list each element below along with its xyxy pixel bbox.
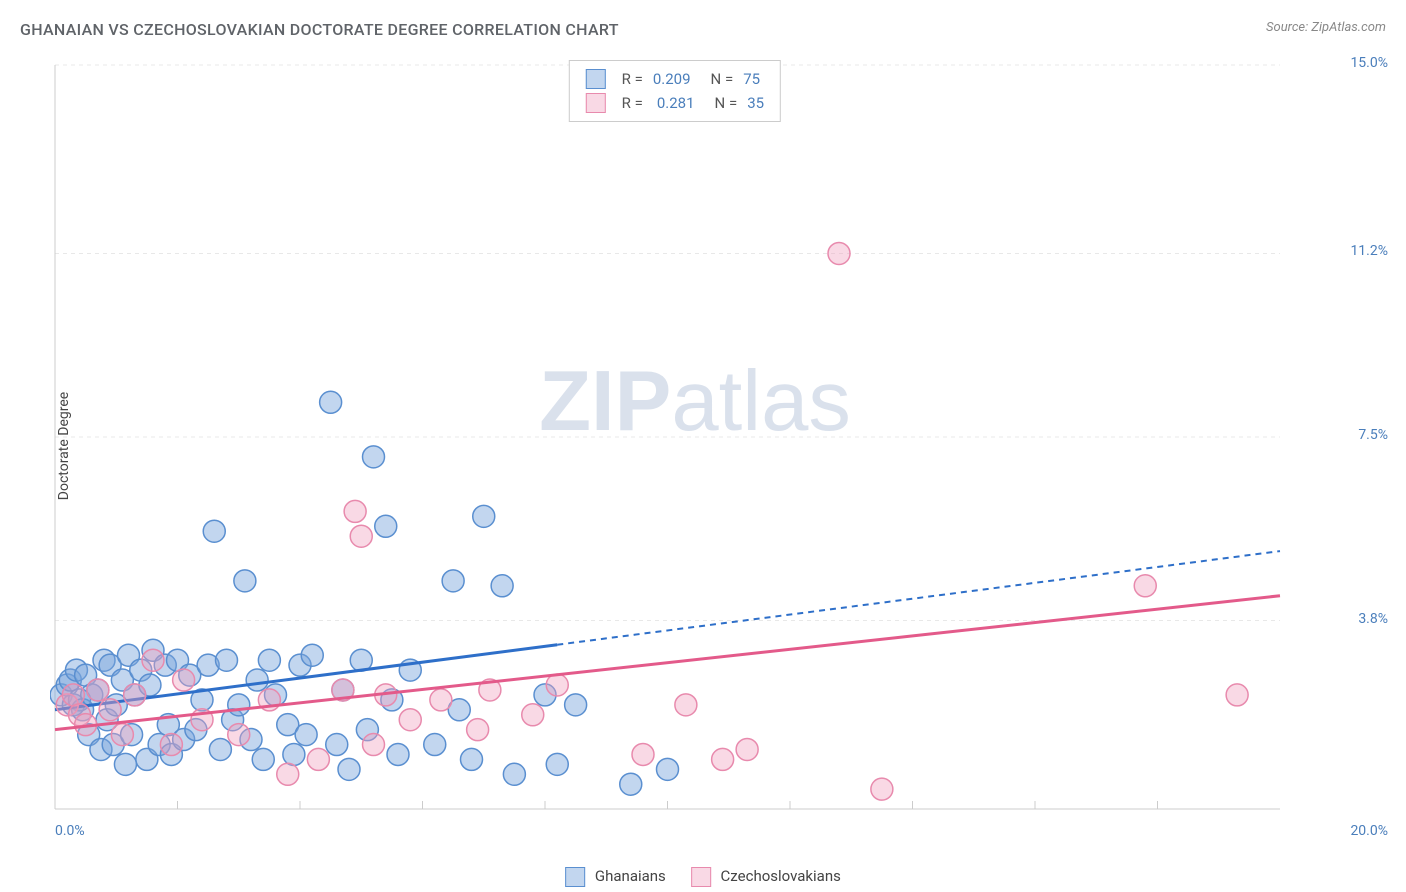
y-tick-label: 11.2% [1350, 243, 1388, 259]
legend-swatch [565, 867, 585, 887]
stat-r-value: 0.281 [657, 94, 695, 112]
chart-container: GHANAIAN VS CZECHOSLOVAKIAN DOCTORATE DE… [0, 0, 1406, 892]
legend-label: Czechoslovakians [721, 867, 841, 885]
stat-r-value: 0.209 [653, 70, 691, 88]
stat-n-value: 75 [743, 70, 760, 88]
stat-label: R = [622, 70, 643, 88]
y-tick-label: 7.5% [1358, 427, 1388, 443]
stats-row: R = 0.209 N = 75 [586, 67, 764, 91]
y-tick-label: 15.0% [1350, 55, 1388, 71]
stats-legend: R = 0.209 N = 75 R = 0.281 N = 35 [569, 60, 781, 122]
legend-item: Ghanaians [565, 867, 666, 887]
stat-label: R = [622, 94, 643, 112]
chart-title: GHANAIAN VS CZECHOSLOVAKIAN DOCTORATE DE… [20, 20, 619, 39]
stats-row: R = 0.281 N = 35 [586, 91, 764, 115]
legend-label: Ghanaians [595, 867, 666, 885]
scatter-chart [50, 55, 1340, 825]
x-tick-label: 0.0% [55, 823, 85, 839]
x-tick-label: 20.0% [1350, 823, 1388, 839]
stat-label: N = [711, 70, 734, 88]
y-tick-label: 3.8% [1358, 611, 1388, 627]
legend-swatch [586, 93, 606, 113]
stat-n-value: 35 [747, 94, 764, 112]
stat-label: N = [715, 94, 738, 112]
legend-item: Czechoslovakians [691, 867, 841, 887]
series-legend: Ghanaians Czechoslovakians [565, 867, 841, 887]
plot-area: ZIPatlas [50, 55, 1340, 825]
source-text: Source: ZipAtlas.com [1266, 20, 1386, 35]
legend-swatch [586, 69, 606, 89]
legend-swatch [691, 867, 711, 887]
